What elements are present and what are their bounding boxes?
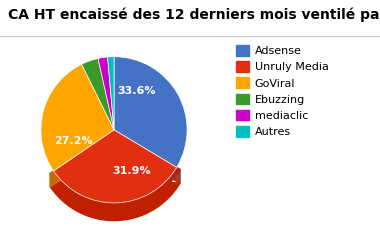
Wedge shape [98, 57, 114, 130]
Polygon shape [51, 170, 180, 220]
Text: 33.6%: 33.6% [117, 86, 155, 96]
Polygon shape [114, 130, 180, 183]
Text: 27.2%: 27.2% [54, 136, 92, 146]
Polygon shape [114, 130, 180, 183]
Wedge shape [82, 58, 114, 130]
Text: CA HT encaissé des 12 derniers mois ventilé par clients: CA HT encaissé des 12 derniers mois vent… [8, 8, 380, 22]
Wedge shape [41, 64, 114, 171]
Wedge shape [54, 130, 177, 203]
Legend: Adsense, Unruly Media, GoViral, Ebuzzing, mediaclic, Autres: Adsense, Unruly Media, GoViral, Ebuzzing… [234, 43, 331, 139]
Text: 31.9%: 31.9% [112, 166, 151, 176]
Wedge shape [114, 57, 187, 168]
Polygon shape [51, 130, 114, 187]
Polygon shape [51, 130, 114, 187]
Wedge shape [108, 57, 114, 130]
